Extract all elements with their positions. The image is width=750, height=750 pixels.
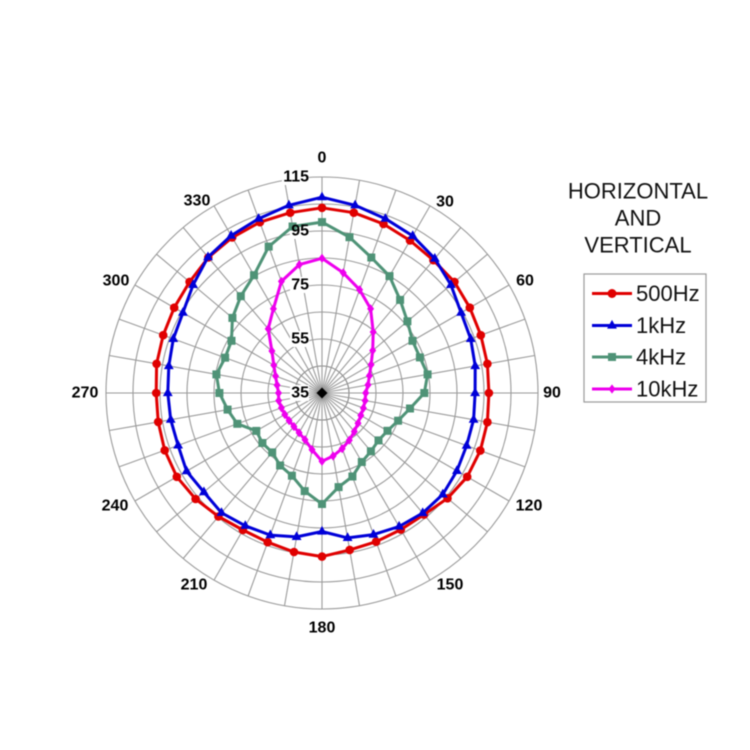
svg-text:AND: AND	[615, 206, 661, 231]
svg-text:500Hz: 500Hz	[636, 281, 700, 306]
svg-text:300: 300	[103, 273, 130, 290]
svg-text:35: 35	[291, 385, 309, 402]
svg-text:270: 270	[72, 385, 99, 402]
svg-text:95: 95	[291, 223, 309, 240]
svg-text:180: 180	[309, 620, 336, 637]
svg-text:10kHz: 10kHz	[636, 377, 698, 402]
svg-text:60: 60	[516, 273, 534, 290]
svg-text:240: 240	[102, 498, 129, 515]
svg-text:75: 75	[291, 277, 309, 294]
svg-text:30: 30	[436, 194, 454, 211]
svg-text:1kHz: 1kHz	[636, 313, 686, 338]
svg-text:HORIZONTAL: HORIZONTAL	[568, 179, 708, 204]
svg-text:90: 90	[543, 385, 561, 402]
svg-text:55: 55	[291, 331, 309, 348]
svg-text:4kHz: 4kHz	[636, 345, 686, 370]
svg-text:330: 330	[184, 193, 211, 210]
svg-text:150: 150	[437, 577, 464, 594]
svg-text:120: 120	[516, 498, 543, 515]
svg-text:115: 115	[283, 169, 309, 186]
svg-text:0: 0	[318, 150, 327, 167]
svg-text:VERTICAL: VERTICAL	[584, 233, 691, 258]
svg-text:210: 210	[181, 577, 208, 594]
